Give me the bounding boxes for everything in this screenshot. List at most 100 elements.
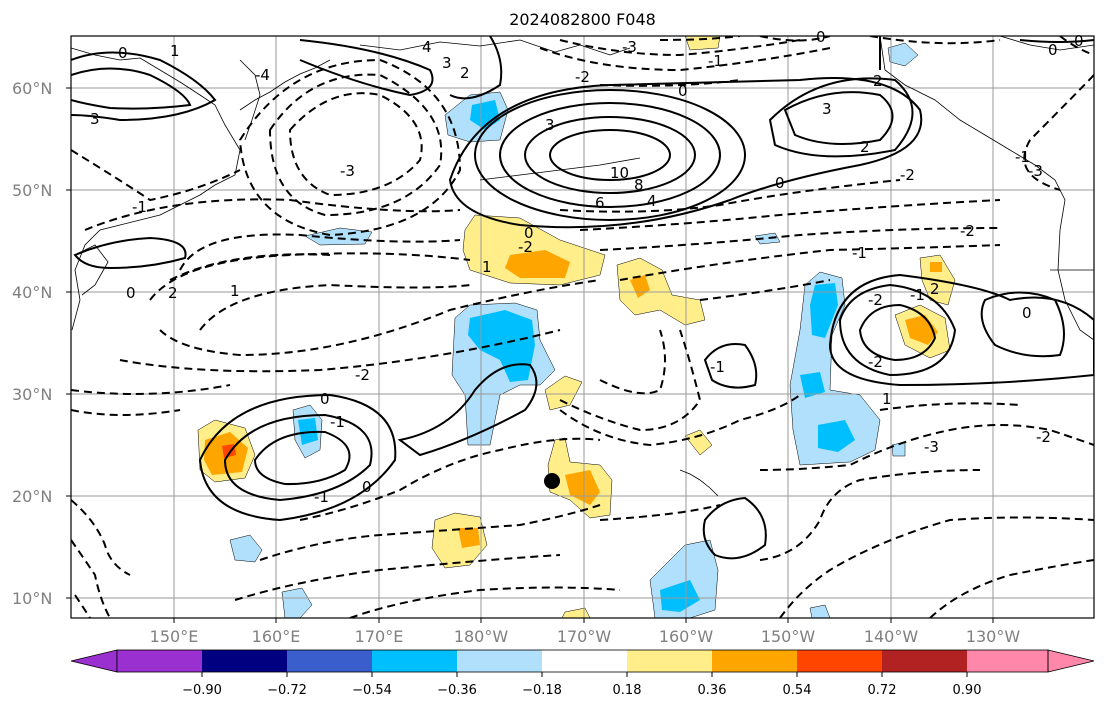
- colorbar-tick-label: −0.72: [267, 683, 307, 698]
- contour-label: -1: [708, 52, 723, 70]
- lat-label: 30°N: [12, 385, 52, 404]
- tick-marks: [66, 87, 994, 623]
- dashed-contours: [71, 36, 1094, 618]
- contour-label: 8: [634, 176, 644, 194]
- colorbar-bin: [202, 650, 287, 672]
- colorbar-tick-label: 0.54: [783, 683, 812, 698]
- contour-label: 3: [545, 116, 555, 134]
- shading-layer: [197, 36, 956, 618]
- japan-coast: [74, 244, 109, 296]
- contour-label: 3: [822, 100, 832, 118]
- colorbar-bin: [542, 650, 627, 672]
- contour-label: 3: [90, 110, 100, 128]
- positive-anomaly-patch: [561, 607, 591, 618]
- contour-label: -1: [1015, 148, 1030, 166]
- colorbar-tick-label: 0.36: [698, 683, 727, 698]
- contour-label: -2: [900, 166, 915, 184]
- contours: [71, 36, 1094, 618]
- colorbar-tick-label: −0.18: [522, 683, 562, 698]
- positive-anomaly-patch: [431, 512, 488, 569]
- contour-label: 1: [482, 258, 492, 276]
- contour-label: 1: [882, 390, 892, 408]
- colorbar-bin: [627, 650, 712, 672]
- contour-label: -2: [960, 222, 975, 240]
- contour-label: -1: [314, 488, 329, 506]
- lon-label: 160°E: [252, 627, 301, 646]
- latitude-labels: 60°N 50°N 40°N 30°N 20°N 10°N: [12, 79, 52, 608]
- positive-anomaly-patch: [462, 214, 606, 286]
- contour-label: 0: [1074, 32, 1084, 50]
- colorbar: −0.90 −0.72 −0.54 −0.36 −0.18 0.18 0.36 …: [70, 649, 1095, 698]
- colorbar-bin: [117, 650, 202, 672]
- lat-label: 20°N: [12, 487, 52, 506]
- contour-label: -1: [910, 286, 925, 304]
- lon-label: 170°W: [557, 627, 612, 646]
- colorbar-tick-label: 0.18: [613, 683, 642, 698]
- positive-anomaly-core: [505, 250, 570, 278]
- lon-label: 160°W: [659, 627, 714, 646]
- location-marker: [544, 473, 560, 489]
- negative-anomaly-core: [800, 372, 825, 398]
- lon-label: 130°W: [966, 627, 1021, 646]
- colorbar-tick-label: −0.36: [437, 683, 477, 698]
- colorbar-tick-label: 0.72: [868, 683, 897, 698]
- solid-contours: [71, 36, 1094, 560]
- kuril-islands: [239, 59, 331, 111]
- positive-anomaly-core: [930, 262, 942, 272]
- lat-label: 10°N: [12, 589, 52, 608]
- contour-label: -1: [852, 244, 867, 262]
- contour-label: -1: [330, 413, 345, 431]
- contour-label: -2: [868, 291, 883, 309]
- contour-label: 0: [524, 224, 534, 242]
- contour-label: 2: [460, 64, 470, 82]
- contour-label: -3: [1028, 162, 1043, 180]
- north-america-coast: [879, 36, 1094, 341]
- contour-label: -1: [710, 358, 725, 376]
- map-frame: [70, 35, 1095, 619]
- lat-label: 40°N: [12, 283, 52, 302]
- positive-anomaly-core: [458, 528, 480, 548]
- contour-label: 2: [860, 138, 870, 156]
- colorbar-extend-min: [70, 649, 118, 673]
- contour-label: 0: [362, 478, 372, 496]
- colorbar-extend-max: [1047, 649, 1095, 673]
- contour-label: -4: [255, 66, 270, 84]
- contour-label: 0: [775, 174, 785, 192]
- lon-label: 150°E: [150, 627, 199, 646]
- colorbar-tick-label: 0.90: [953, 683, 982, 698]
- colorbar-bin: [287, 650, 372, 672]
- colorbar-bin: [967, 650, 1048, 672]
- negative-anomaly-patch: [229, 534, 263, 563]
- contour-label: 4: [647, 192, 657, 210]
- negative-anomaly-patch: [809, 604, 831, 618]
- contour-label: 0: [678, 82, 688, 100]
- negative-anomaly-patch: [754, 232, 781, 245]
- asia-coastline: [71, 47, 241, 331]
- contour-label: 3: [442, 54, 452, 72]
- colorbar-outline: [116, 649, 1049, 673]
- contour-label: -3: [340, 162, 355, 180]
- contour-label: 2: [168, 284, 178, 302]
- contour-label: 1: [230, 282, 240, 300]
- lon-label: 150°W: [761, 627, 816, 646]
- contour-label: 2: [930, 280, 940, 298]
- colorbar-bin: [372, 650, 457, 672]
- contour-label: -2: [1036, 428, 1051, 446]
- contour-label: 10: [610, 164, 629, 182]
- contour-label: -3: [622, 38, 637, 56]
- alaska-coastline: [359, 39, 631, 56]
- contour-label: 0: [1048, 41, 1058, 59]
- contour-label: -2: [575, 68, 590, 86]
- colorbar-bin: [882, 650, 967, 672]
- contour-label: 0: [126, 284, 136, 302]
- contour-label: -2: [868, 353, 883, 371]
- negative-anomaly-patch: [281, 587, 313, 618]
- contour-label: -1: [132, 198, 147, 216]
- lat-label: 60°N: [12, 79, 52, 98]
- negative-anomaly-core: [660, 580, 700, 612]
- positive-anomaly-patch: [684, 429, 713, 456]
- colorbar-tick-label: −0.54: [352, 683, 392, 698]
- colorbar-bin: [457, 650, 542, 672]
- positive-anomaly-patch: [544, 375, 583, 411]
